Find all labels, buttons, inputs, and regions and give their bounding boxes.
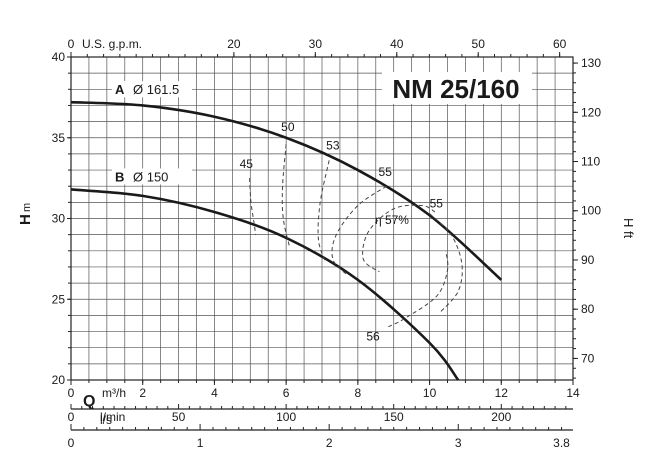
y2-tick-label: 90: [581, 253, 595, 267]
title-bg: [382, 72, 532, 104]
head-curves: [70, 100, 503, 381]
efficiency-curve: [317, 160, 330, 263]
x-axis-unit: m³/h: [102, 386, 126, 400]
ls-tick-label: 0: [68, 436, 75, 450]
curve-name: B: [115, 169, 124, 184]
lmin-tick-label: 50: [172, 410, 186, 424]
ls-tick-label: 2: [326, 436, 333, 450]
x-tick-label: 10: [423, 386, 437, 400]
lmin-axis-label: l/min: [100, 410, 125, 424]
x-tick-label: 14: [566, 386, 580, 400]
y-tick-label: 30: [52, 212, 66, 226]
gpm-tick-label: 30: [309, 37, 323, 51]
efficiency-curve: [429, 213, 463, 313]
efficiency-curve: [388, 250, 449, 328]
x-tick-label: 4: [211, 386, 218, 400]
x-tick-label: 8: [355, 386, 362, 400]
efficiency-curve: [249, 178, 257, 235]
y-tick-label: 40: [52, 50, 66, 64]
efficiency-label: 56: [366, 330, 380, 344]
gpm-tick-label: 60: [553, 37, 567, 51]
labels: 45 50 53 55 55 η 57% 56 A Ø 161.5 B Ø 150 NM 25/160: [112, 72, 532, 344]
x-tick-label: 2: [139, 386, 146, 400]
curve-diameter: Ø 150: [133, 169, 168, 184]
y2-tick-label: 70: [581, 351, 595, 365]
chart-title: NM 25/160: [392, 74, 519, 104]
efficiency-curve: [362, 204, 436, 273]
efficiency-label: 50: [281, 120, 295, 134]
y2-tick-label: 130: [581, 56, 601, 70]
efficiency-label: 53: [326, 138, 340, 152]
curve-label-bg: [112, 168, 192, 185]
efficiency-label: 55: [430, 197, 444, 211]
lmin-tick-label: 150: [384, 410, 404, 424]
x-tick-label: 6: [283, 386, 290, 400]
y-tick-label: 35: [52, 131, 66, 145]
gpm-axis-label: U.S. g.p.m.: [82, 37, 142, 51]
head-curve-A: [70, 100, 503, 281]
ls-tick-label: 1: [197, 436, 204, 450]
x-tick-label: 0: [68, 386, 75, 400]
x-tick-label: 12: [495, 386, 509, 400]
y-tick-label: 25: [52, 292, 66, 306]
gpm-tick-label: 20: [227, 37, 241, 51]
y2-axis-label: H ft: [621, 218, 636, 239]
ls-tick-label: 3: [455, 436, 462, 450]
efficiency-curve: [281, 144, 291, 248]
head-curve-B: [70, 188, 460, 381]
y-axis-label: H: [17, 214, 34, 225]
y2-tick-label: 100: [581, 204, 601, 218]
y-axis-unit: m: [21, 203, 33, 212]
efficiency-curve: [331, 185, 387, 276]
gpm-tick-label: 40: [390, 37, 404, 51]
lmin-tick-label: 200: [491, 410, 511, 424]
y2-tick-label: 80: [581, 302, 595, 316]
x-axis-label: Q: [83, 393, 95, 410]
y2-tick-label: 120: [581, 105, 601, 119]
lmin-tick-label: 100: [276, 410, 296, 424]
y-tick-label: 20: [52, 373, 66, 387]
gpm-tick-label: 0: [68, 37, 75, 51]
lmin-tick-label: 0: [68, 410, 75, 424]
y2-tick-label: 110: [581, 155, 600, 169]
efficiency-curves: [249, 144, 463, 328]
efficiency-label: η 57%: [375, 213, 409, 227]
curve-diameter: Ø 161.5: [133, 82, 179, 97]
ls-axis-label: l/s: [100, 413, 112, 427]
gpm-tick-label: 50: [472, 37, 486, 51]
efficiency-label: 55: [379, 165, 393, 179]
ls-tick-label: 3.8: [553, 436, 570, 450]
efficiency-label: 45: [240, 157, 254, 171]
curve-name: A: [115, 82, 125, 97]
curve-label-bg: [112, 81, 192, 98]
